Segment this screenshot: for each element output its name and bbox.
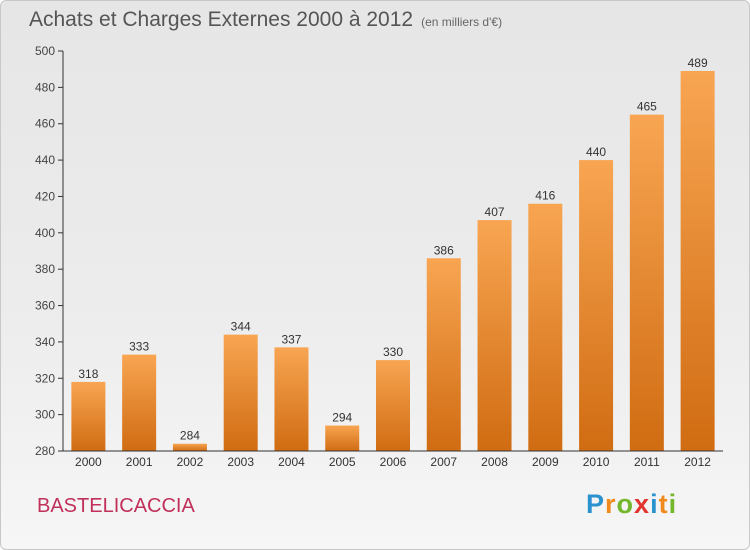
y-tick-label: 360 — [35, 299, 55, 313]
commune-name: BASTELICACCIA — [37, 495, 195, 517]
bar — [528, 203, 563, 451]
data-label: 330 — [383, 345, 403, 359]
x-tick-label: 2006 — [380, 455, 407, 469]
y-tick-label: 420 — [35, 189, 55, 203]
y-tick-label: 300 — [35, 408, 55, 422]
logo-letter: i — [650, 489, 659, 519]
bar — [376, 360, 410, 451]
data-label: 440 — [586, 145, 606, 159]
x-tick-label: 2010 — [583, 455, 610, 469]
x-tick-label: 2002 — [177, 455, 204, 469]
y-tick-label: 380 — [35, 262, 55, 276]
logo-letter: x — [634, 489, 651, 519]
data-label: 337 — [281, 332, 301, 346]
y-tick-label: 440 — [35, 153, 55, 167]
logo-letter: i — [668, 489, 678, 519]
x-tick-label: 2005 — [329, 455, 356, 469]
data-label: 333 — [129, 340, 149, 354]
bar — [223, 334, 258, 451]
y-tick-label: 320 — [35, 371, 55, 385]
y-tick-label: 340 — [35, 335, 55, 349]
data-label: 407 — [485, 205, 505, 219]
bar — [629, 114, 664, 452]
data-label: 344 — [231, 320, 251, 334]
bar — [426, 258, 461, 451]
x-tick-label: 2009 — [532, 455, 559, 469]
proxiti-logo: Proxiti — [586, 489, 677, 520]
data-label: 294 — [332, 411, 352, 425]
data-label: 416 — [535, 189, 555, 203]
logo-letter: r — [605, 489, 617, 519]
x-tick-label: 2004 — [278, 455, 305, 469]
y-tick-label: 280 — [35, 444, 55, 458]
bar — [477, 220, 512, 451]
y-tick-label: 480 — [35, 80, 55, 94]
x-tick-label: 2008 — [481, 455, 508, 469]
data-label: 465 — [637, 100, 657, 114]
data-label: 284 — [180, 429, 200, 443]
x-tick-label: 2012 — [684, 455, 711, 469]
logo-letter: o — [616, 489, 635, 519]
x-tick-label: 2003 — [227, 455, 254, 469]
x-tick-label: 2000 — [75, 455, 102, 469]
bar — [325, 425, 360, 451]
x-tick-label: 2007 — [430, 455, 457, 469]
y-tick-label: 460 — [35, 117, 55, 131]
bar — [274, 347, 309, 451]
bar — [122, 354, 157, 451]
chart-title: Achats et Charges Externes 2000 à 2012 (e… — [29, 8, 502, 32]
bar — [71, 381, 106, 451]
logo-letter: P — [586, 489, 606, 519]
bar — [579, 160, 614, 451]
data-label: 318 — [78, 367, 98, 381]
chart-title-text: Achats et Charges Externes 2000 à 2012 — [29, 8, 414, 31]
bar — [680, 71, 715, 451]
y-tick-label: 500 — [35, 44, 55, 58]
data-label: 386 — [434, 243, 454, 257]
data-label: 489 — [688, 56, 708, 70]
x-tick-label: 2001 — [126, 455, 153, 469]
y-tick-label: 400 — [35, 226, 55, 240]
bar — [172, 443, 207, 451]
chart-subtitle: (en milliers d'€) — [421, 15, 503, 29]
logo-letter: t — [658, 489, 669, 519]
x-tick-label: 2011 — [634, 455, 660, 469]
